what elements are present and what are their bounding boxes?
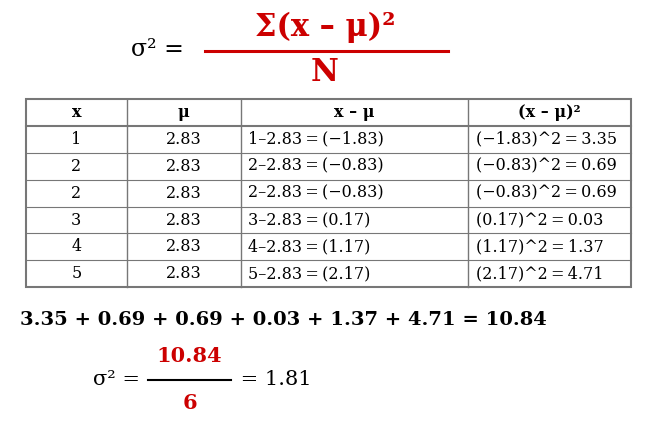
Text: 2.83: 2.83 — [166, 266, 202, 282]
Text: (0.17)^2 = 0.03: (0.17)^2 = 0.03 — [476, 211, 603, 229]
Bar — [26, 99, 630, 287]
Text: σ² =: σ² = — [92, 370, 146, 389]
Text: 2.83: 2.83 — [166, 239, 202, 256]
Text: 2: 2 — [72, 184, 81, 202]
Text: 2.83: 2.83 — [166, 211, 202, 229]
Text: 5–2.83 = (2.17): 5–2.83 = (2.17) — [248, 266, 370, 282]
Text: 2.83: 2.83 — [166, 184, 202, 202]
Text: 2–2.83 = (−0.83): 2–2.83 = (−0.83) — [248, 184, 384, 202]
Text: 3: 3 — [72, 211, 81, 229]
Text: 3.35 + 0.69 + 0.69 + 0.03 + 1.37 + 4.71 = 10.84: 3.35 + 0.69 + 0.69 + 0.03 + 1.37 + 4.71 … — [20, 311, 546, 329]
Text: (−0.83)^2 = 0.69: (−0.83)^2 = 0.69 — [476, 157, 617, 175]
Text: 10.84: 10.84 — [157, 346, 222, 366]
Text: σ² =: σ² = — [131, 38, 192, 61]
Text: μ: μ — [177, 104, 190, 121]
Text: Σ(x – μ)²: Σ(x – μ)² — [255, 12, 395, 43]
Text: 6: 6 — [182, 393, 197, 413]
Text: (−0.83)^2 = 0.69: (−0.83)^2 = 0.69 — [476, 184, 617, 202]
Text: (1.17)^2 = 1.37: (1.17)^2 = 1.37 — [476, 239, 604, 256]
Text: 1: 1 — [72, 130, 81, 148]
Text: N: N — [311, 57, 339, 88]
Text: 5: 5 — [72, 266, 81, 282]
Text: 2–2.83 = (−0.83): 2–2.83 = (−0.83) — [248, 157, 384, 175]
Text: = 1.81: = 1.81 — [234, 370, 311, 389]
Text: (x – μ)²: (x – μ)² — [518, 104, 580, 121]
Text: 2: 2 — [72, 157, 81, 175]
Text: (−1.83)^2 = 3.35: (−1.83)^2 = 3.35 — [476, 130, 617, 148]
Text: (2.17)^2 = 4.71: (2.17)^2 = 4.71 — [476, 266, 603, 282]
Text: 2.83: 2.83 — [166, 157, 202, 175]
Text: x: x — [72, 104, 81, 121]
Text: 3–2.83 = (0.17): 3–2.83 = (0.17) — [248, 211, 370, 229]
Text: 4: 4 — [72, 239, 81, 256]
Text: 1–2.83 = (−1.83): 1–2.83 = (−1.83) — [248, 130, 384, 148]
Text: 2.83: 2.83 — [166, 130, 202, 148]
Text: 4–2.83 = (1.17): 4–2.83 = (1.17) — [248, 239, 370, 256]
Text: x – μ: x – μ — [334, 104, 374, 121]
